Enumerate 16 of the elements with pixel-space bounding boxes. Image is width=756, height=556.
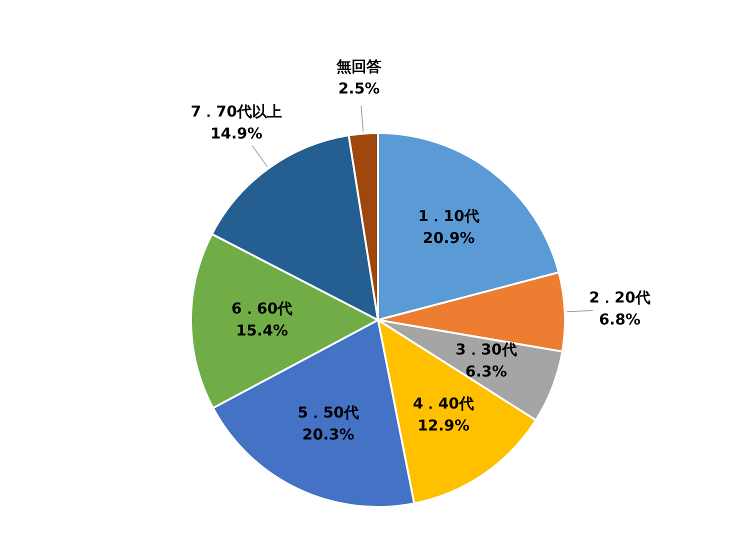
data-label: 20.3% [302,426,354,444]
slice-label: 5．50代 [298,404,359,422]
slice-label: 4．40代 [412,394,474,413]
slice-label: 7．70代以上 [190,102,282,121]
slice-label: 1．10代 [418,207,480,226]
data-label: 12.9% [417,416,470,435]
slice-label: 3．30代 [456,340,517,359]
data-label: 6.3% [465,362,507,381]
data-label: 15.4% [236,322,288,340]
data-label: 6.8% [598,310,641,328]
slice-label: 6．60代 [231,300,293,318]
slice-label: 無回答 [336,58,382,76]
data-label: 20.9% [422,229,475,248]
data-label: 2.5% [338,80,380,98]
slice-label: 2．20代 [589,288,650,306]
data-label: 14.9% [210,124,262,143]
